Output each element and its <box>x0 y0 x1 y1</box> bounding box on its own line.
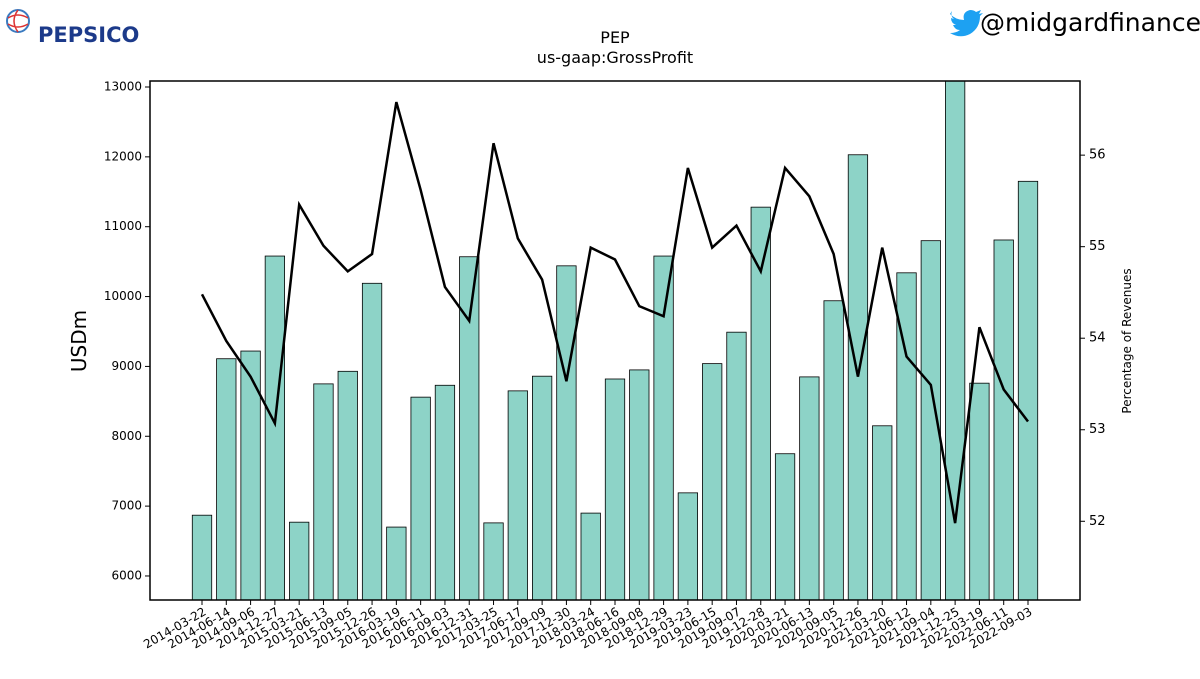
bar <box>410 396 431 600</box>
chart-subtitle: us-gaap:GrossProfit <box>537 48 693 67</box>
bar <box>920 240 941 600</box>
y2-tick-label: 56 <box>1089 148 1106 163</box>
bar <box>580 512 601 600</box>
y-tick-label: 13000 <box>104 80 142 94</box>
y2-tick-label: 54 <box>1089 331 1106 346</box>
bar <box>289 521 310 600</box>
bar <box>677 492 699 600</box>
plot <box>191 81 1039 600</box>
bar <box>847 154 869 600</box>
brand: PEPSICO <box>38 23 139 47</box>
bar <box>872 425 893 600</box>
y-tick-label: 12000 <box>104 149 142 163</box>
logo-lines <box>7 9 29 33</box>
y2-axis-label: Percentage of Revenues <box>1120 268 1134 413</box>
bar <box>556 265 577 600</box>
bar <box>774 453 796 600</box>
bar <box>823 300 844 600</box>
bar <box>337 370 358 600</box>
bar <box>993 239 1014 600</box>
bar <box>313 383 334 600</box>
y2-tick-label: 53 <box>1089 422 1106 437</box>
bar <box>1017 180 1039 600</box>
bar <box>653 255 674 600</box>
logo: PEPSICO <box>6 9 139 47</box>
bar <box>726 331 747 600</box>
y-axis-label: USDm <box>67 310 91 372</box>
chart-title: PEP <box>600 28 630 47</box>
bar <box>459 256 480 600</box>
bar <box>629 369 650 600</box>
bar <box>969 382 990 600</box>
logo-globe <box>6 9 30 33</box>
bar <box>507 390 528 600</box>
bar <box>216 358 237 600</box>
bar <box>240 350 261 600</box>
bar <box>604 378 626 600</box>
y2-tick-label: 52 <box>1089 514 1106 529</box>
y-tick-label: 9000 <box>111 359 142 373</box>
y-tick-label: 10000 <box>104 289 142 303</box>
bar <box>896 272 917 600</box>
y-tick-label: 11000 <box>104 219 142 233</box>
bar <box>191 514 213 600</box>
bar <box>799 376 820 600</box>
handle: @midgardfinance <box>980 8 1200 37</box>
twitter: @midgardfinance <box>950 8 1200 37</box>
bar <box>483 522 504 600</box>
y-tick-label: 8000 <box>111 429 142 443</box>
bar <box>361 282 383 600</box>
bar <box>434 384 456 600</box>
bar <box>702 363 723 600</box>
y-tick-label: 6000 <box>111 568 142 582</box>
bar <box>386 526 407 600</box>
bar <box>532 375 553 600</box>
y-tick-label: 7000 <box>111 499 142 513</box>
y2-tick-label: 55 <box>1089 239 1106 254</box>
bar <box>750 206 771 600</box>
twitter-bird <box>950 10 983 37</box>
line <box>200 101 1029 524</box>
bar <box>264 255 285 600</box>
